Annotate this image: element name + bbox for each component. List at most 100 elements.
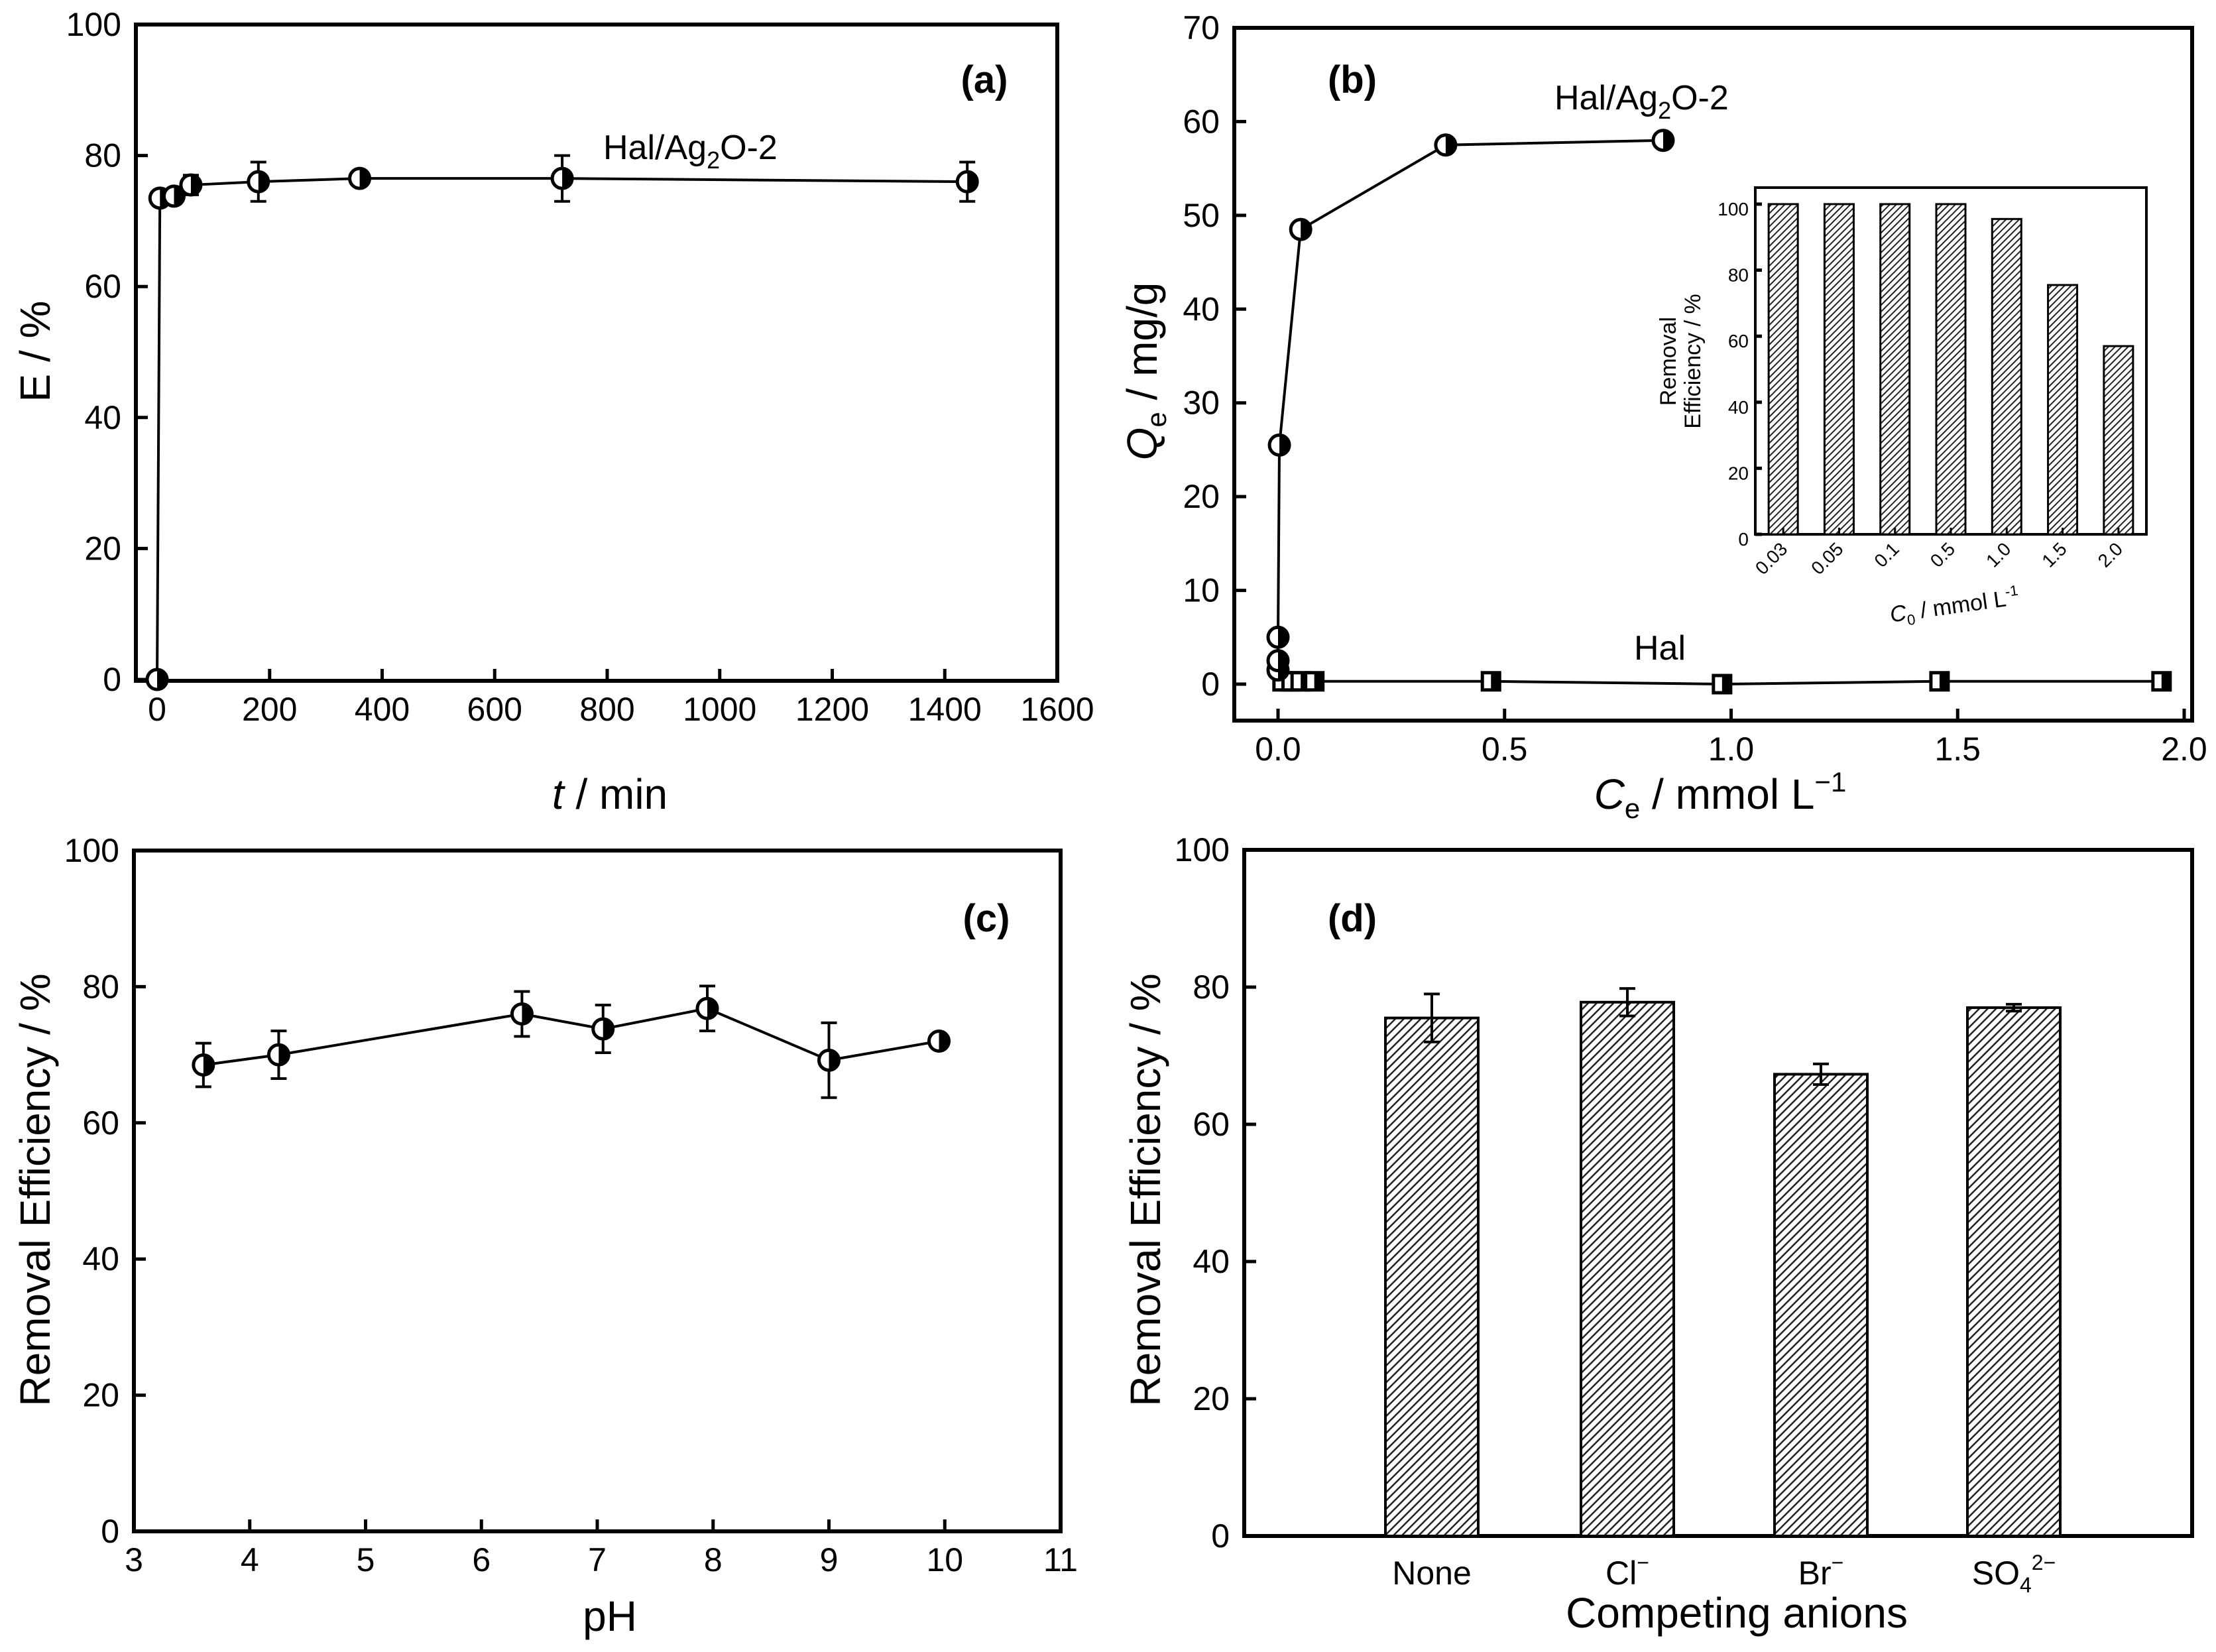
panel-b-inset: 0 20 40 60 80 100 0.03 0.05 0.1 0.5 1.0 1.5 2.0 Rem…: [1656, 186, 2148, 631]
panel-a-point-5: [348, 166, 372, 190]
panel-a-ytick-label-20: 20: [84, 530, 121, 567]
panel-a-point-6: [550, 166, 574, 190]
panel-c-point-3-fill: [603, 1019, 613, 1039]
panel-a-y-axis-title: E / %: [11, 301, 59, 402]
panel-a-point-0-fill: [157, 670, 167, 689]
panel-c-point-6-fill: [939, 1031, 949, 1051]
inset-bar-6: [2103, 345, 2134, 536]
panel-c-point-1-fill: [278, 1045, 289, 1065]
panel-c-point-2: [510, 1002, 534, 1026]
inset-ytick-label-60: 60: [1728, 331, 1749, 351]
panel-b-halag-line: [1277, 139, 1664, 670]
panel-b-hal-point-6-fill: [1939, 672, 1948, 690]
panel-b-halag-point-4-fill: [1301, 219, 1311, 240]
panel-a-x-ticks: 0 200 400 600 800 1000 1200 1400 1600: [148, 669, 1094, 728]
panel-b: 0 10 20 30 40 50 60 70 0.0 0.5 1.0 1.5 2.0 (b) Hal/…: [1118, 9, 2207, 824]
inset-ytick-label-40: 40: [1728, 397, 1749, 418]
panel-c-point-0-fill: [203, 1055, 213, 1075]
inset-ytick-label-20: 20: [1728, 463, 1749, 483]
panel-b-frame: [1232, 26, 2194, 723]
panel-b-halag-point-3-fill: [1279, 435, 1290, 455]
panel-d-x-axis-title: Competing anions: [1566, 1589, 1908, 1637]
panel-c-ytick-label-100: 100: [64, 832, 119, 869]
panel-a-x-axis-title: t / min: [552, 770, 668, 818]
panel-c-point-3: [591, 1017, 615, 1041]
inset-y-axis-title-line1: Removal: [1656, 317, 1681, 406]
panel-d-errorbar-0: [1424, 992, 1440, 1043]
panel-d-bar-0: [1384, 1016, 1480, 1537]
inset-xtick-label-5: 1.5: [2038, 538, 2070, 571]
inset-xtick-label-6: 2.0: [2094, 538, 2127, 571]
panel-c: 0 20 40 60 80 100 3 4 5 6 7 8 9 10 11 (c) pH Removal …: [11, 832, 1078, 1640]
inset-bar-1: [1823, 203, 1855, 536]
panel-c-point-2-fill: [522, 1004, 532, 1024]
panel-a-series-label: Hal/Ag2O-2: [603, 129, 778, 174]
panel-b-hal-point-7-fill: [2161, 672, 2170, 690]
inset-x-axis-title: C0 / mmol L-1: [1888, 582, 2021, 631]
panel-c-xtick-label-1: 4: [241, 1541, 259, 1578]
panel-a-point-3: [179, 173, 203, 197]
panel-d-ytick-label-100: 100: [1175, 831, 1230, 868]
panel-a-series-line: [156, 177, 968, 680]
panel-a-xtick-label-3: 600: [467, 691, 522, 728]
panel-c-point-4: [695, 996, 719, 1020]
panel-d-frame: [1242, 848, 2194, 1538]
panel-c-point-4-fill: [707, 998, 718, 1019]
panel-a-xtick-label-5: 1000: [683, 691, 756, 728]
panel-b-xtick-label-4: 2.0: [2161, 731, 2207, 768]
panel-d-ytick-label-40: 40: [1193, 1243, 1230, 1280]
panel-d-ytick-label-60: 60: [1193, 1106, 1230, 1143]
panel-a-ytick-label-80: 80: [84, 137, 121, 174]
panel-a-ytick-label-40: 40: [84, 399, 121, 436]
inset-y-axis-title-line2: Efficiency / %: [1680, 294, 1706, 428]
panel-d-ytick-label-0: 0: [1211, 1517, 1230, 1555]
panel-c-y-ticks: 0 20 40 60 80 100: [64, 832, 146, 1550]
panel-a-xtick-label-8: 1600: [1020, 691, 1094, 728]
panel-b-ytick-label-20: 20: [1183, 478, 1220, 515]
inset-bar-3: [1935, 203, 1967, 536]
panel-d-errorbar-3: [2006, 1002, 2022, 1013]
panel-a-y-ticks: 0 20 40 60 80 100: [66, 6, 148, 698]
panel-a-point-5-fill: [359, 168, 370, 189]
panel-c-ytick-label-80: 80: [82, 968, 119, 1005]
panel-d-errorbar-2: [1813, 1062, 1829, 1086]
panel-b-halag-point-1-fill: [1278, 650, 1289, 671]
panel-c-plot-area: [192, 984, 951, 1099]
panel-c-point-5-fill: [829, 1050, 839, 1071]
panel-b-hal-point-5-fill: [1721, 676, 1731, 693]
inset-xtick-label-3: 0.5: [1926, 538, 1959, 571]
panel-b-ytick-label-10: 10: [1183, 572, 1220, 609]
inset-ytick-label-100: 100: [1718, 199, 1749, 219]
inset-bar-4: [1991, 217, 2022, 536]
panel-b-xtick-label-1: 0.5: [1482, 731, 1528, 768]
panel-b-series-label-hal: Hal: [1634, 629, 1686, 668]
panel-d-label: (d): [1328, 897, 1377, 940]
panel-c-xtick-label-6: 9: [820, 1541, 839, 1578]
panel-b-xtick-label-2: 1.0: [1708, 731, 1755, 768]
inset-xtick-label-0: 0.03: [1751, 538, 1791, 578]
panel-c-label: (c): [963, 897, 1010, 940]
panel-c-point-5: [817, 1048, 841, 1072]
panel-d-ytick-label-80: 80: [1193, 969, 1230, 1006]
panel-b-hal-point-6: [1929, 671, 1950, 692]
panel-c-ytick-label-40: 40: [82, 1240, 119, 1277]
panel-a-xtick-label-0: 0: [148, 691, 166, 728]
panel-b-hal-point-3: [1304, 671, 1325, 692]
panel-d-bar-1: [1580, 1000, 1675, 1537]
panel-b-hal-point-4: [1480, 671, 1501, 692]
panel-d-errorbar-1: [1619, 987, 1635, 1018]
inset-xtick-label-2: 0.1: [1871, 538, 1903, 571]
panel-b-halag-point-6-fill: [1662, 130, 1673, 150]
panel-c-ytick-label-60: 60: [82, 1104, 119, 1142]
panel-a-ytick-label-60: 60: [84, 268, 121, 305]
panel-d-xtick-label-0: None: [1392, 1555, 1472, 1592]
inset-ytick-label-80: 80: [1728, 265, 1749, 286]
panel-b-ytick-label-50: 50: [1183, 197, 1220, 234]
panel-b-hal-point-4-fill: [1491, 672, 1500, 690]
panel-c-xtick-label-3: 6: [472, 1541, 491, 1578]
panel-b-y-ticks: 0 10 20 30 40 50 60 70: [1183, 9, 1246, 703]
panel-c-xtick-label-5: 8: [704, 1541, 723, 1578]
panel-b-halag-point-1: [1266, 649, 1290, 673]
panel-a-xtick-label-2: 400: [355, 691, 410, 728]
